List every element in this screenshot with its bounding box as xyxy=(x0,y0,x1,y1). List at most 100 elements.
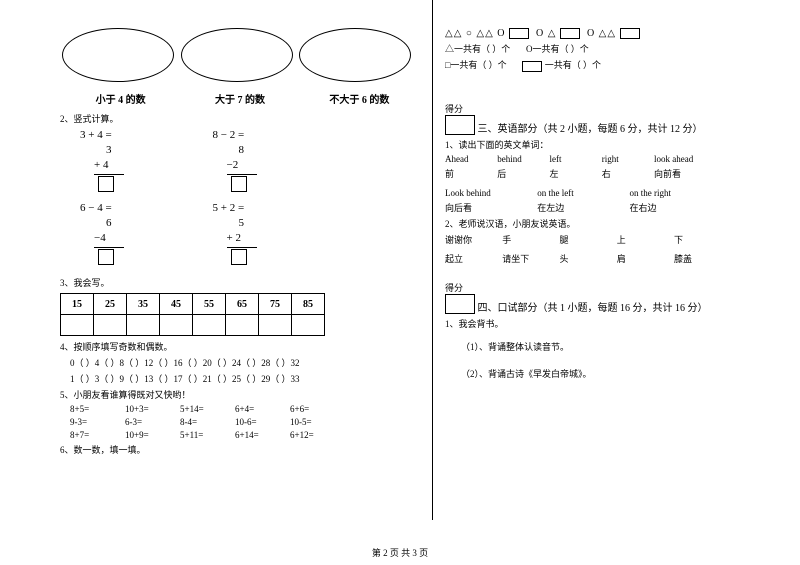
q3-cell-4: 55 xyxy=(193,294,226,315)
q4-title: 4、按顺序填写奇数和偶数。 xyxy=(60,340,430,353)
shape-l2b: 一共有（ ）个 xyxy=(545,60,601,70)
sec3-c1: 前 后 左 右 向前看 xyxy=(445,167,745,180)
w1-4: look ahead xyxy=(654,154,724,164)
sec3-q2: 2、老师说汉语，小朋友说英语。 xyxy=(445,217,745,230)
sec3-w1: Ahead behind left right look ahead xyxy=(445,154,745,164)
w2-2: on the right xyxy=(630,188,720,198)
sec3-w2: Look behind on the left on the right xyxy=(445,188,745,198)
calc-4-n1: 5 xyxy=(213,216,343,231)
rect-icon-3 xyxy=(620,28,640,39)
q5-row1: 8+5=10+3=5+14=6+4=6+6= xyxy=(70,404,430,414)
sec4-s1: （1）、背诵整体认读音节。 xyxy=(461,340,745,353)
r1-4: 下 xyxy=(674,233,729,246)
sec3-r2: 起立 请坐下 头 肩 膝盖 xyxy=(445,252,745,265)
q3-cell-6: 75 xyxy=(259,294,292,315)
w1-2: left xyxy=(550,154,600,164)
shape-l2a: □一共有（ ）个 xyxy=(445,60,507,70)
w2-0: Look behind xyxy=(445,188,535,198)
q5-r3-0: 8+7= xyxy=(70,430,125,440)
q5-row2: 9-3=6-3=8-4=10-6=10-5= xyxy=(70,417,430,427)
q4-line2: 1（ ）3（ ）9（ ）13（ ）17（ ）21（ ）25（ ）29（ ）33 xyxy=(70,372,430,385)
q3-cell-2: 35 xyxy=(127,294,160,315)
q5-r2-3: 10-6= xyxy=(235,417,290,427)
q5-r3-3: 6+14= xyxy=(235,430,290,440)
q3-blank-3 xyxy=(160,315,193,336)
rect-icon-4 xyxy=(522,61,542,72)
rect-icon-2 xyxy=(560,28,580,39)
calc-3-n1: 6 xyxy=(80,216,210,231)
q3-blank-7 xyxy=(292,315,325,336)
score-label-1: 得分 xyxy=(445,102,745,115)
calc-3: 6 − 4 = 6 −4 xyxy=(80,201,210,270)
caption-3: 不大于 6 的数 xyxy=(301,87,418,107)
q3-blank-6 xyxy=(259,315,292,336)
c1-3: 右 xyxy=(602,167,652,180)
calc-4: 5 + 2 = 5 + 2 xyxy=(213,201,343,270)
q5-row3: 8+7=10+9=5+11=6+14=6+12= xyxy=(70,430,430,440)
calc-4-box xyxy=(231,249,247,265)
q5-r2-4: 10-5= xyxy=(290,417,345,427)
shape-l1a: △一共有（ ）个 xyxy=(445,44,510,54)
shape-text: △△ ○ △△ O xyxy=(445,28,506,39)
calc-3-n2: −4 xyxy=(80,231,210,246)
q3-blank-5 xyxy=(226,315,259,336)
score-box-1 xyxy=(445,115,475,135)
calc-1-box xyxy=(98,176,114,192)
rect-icon-1 xyxy=(509,28,529,39)
r2-1: 请坐下 xyxy=(502,252,557,265)
ellipse-captions: 小于 4 的数 大于 7 的数 不大于 6 的数 xyxy=(60,85,420,109)
calc-1-line xyxy=(94,174,124,175)
calc-3-line xyxy=(94,247,124,248)
c2-2: 在右边 xyxy=(630,201,720,214)
shape-line1: △一共有（ ）个 O一共有（ ）个 xyxy=(445,42,745,55)
score-label-2: 得分 xyxy=(445,281,745,294)
sec3-title: 三、英语部分（共 2 小题，每题 6 分，共计 12 分） xyxy=(478,124,703,135)
w1-3: right xyxy=(602,154,652,164)
q5-r1-4: 6+6= xyxy=(290,404,345,414)
sec3-q1: 1、读出下面的英文单词： xyxy=(445,138,745,151)
q5-title: 5、小朋友看谁算得既对又快哟！ xyxy=(60,388,430,401)
q5-r1-3: 6+4= xyxy=(235,404,290,414)
c1-4: 向前看 xyxy=(654,167,724,180)
c1-2: 左 xyxy=(550,167,600,180)
calc-2-box xyxy=(231,176,247,192)
calc-2-eq: 8 − 2 = xyxy=(213,128,343,143)
c1-0: 前 xyxy=(445,167,495,180)
q5-r1-2: 5+14= xyxy=(180,404,235,414)
c2-0: 向后看 xyxy=(445,201,535,214)
caption-2: 大于 7 的数 xyxy=(181,87,298,107)
r2-0: 起立 xyxy=(445,252,500,265)
q3-cell-0: 15 xyxy=(61,294,94,315)
r2-3: 肩 xyxy=(617,252,672,265)
q3-blank-4 xyxy=(193,315,226,336)
ellipse-2 xyxy=(181,28,293,82)
sec4-s2: （2）、背诵古诗《早发白帝城》。 xyxy=(461,367,745,380)
c1-1: 后 xyxy=(497,167,547,180)
score-box-2 xyxy=(445,294,475,314)
q5-r2-1: 6-3= xyxy=(125,417,180,427)
r1-1: 手 xyxy=(502,233,557,246)
q3-title: 3、我会写。 xyxy=(60,276,430,289)
r1-3: 上 xyxy=(617,233,672,246)
calc-4-n2: + 2 xyxy=(213,231,343,246)
page-footer: 第 2 页 共 3 页 xyxy=(0,546,800,559)
column-divider xyxy=(432,0,433,520)
sec4-q1: 1、我会背书。 xyxy=(445,317,745,330)
ellipse-1 xyxy=(62,28,174,82)
w2-1: on the left xyxy=(537,188,627,198)
sec3-r1: 谢谢你 手 腿 上 下 xyxy=(445,233,745,246)
q5-r1-1: 10+3= xyxy=(125,404,180,414)
q5-r2-0: 9-3= xyxy=(70,417,125,427)
q3-blank-1 xyxy=(94,315,127,336)
sec4-header: 得分 四、口试部分（共 1 小题，每题 16 分，共计 16 分） xyxy=(445,281,745,314)
q2-title: 2、竖式计算。 xyxy=(60,112,430,125)
ellipse-row xyxy=(60,28,430,85)
w1-1: behind xyxy=(497,154,547,164)
r1-0: 谢谢你 xyxy=(445,233,500,246)
r2-4: 膝盖 xyxy=(674,252,729,265)
calc-4-eq: 5 + 2 = xyxy=(213,201,343,216)
calc-4-line xyxy=(227,247,257,248)
sec3-c2: 向后看 在左边 在右边 xyxy=(445,201,745,214)
q3-cell-1: 25 xyxy=(94,294,127,315)
q5-r3-4: 6+12= xyxy=(290,430,345,440)
